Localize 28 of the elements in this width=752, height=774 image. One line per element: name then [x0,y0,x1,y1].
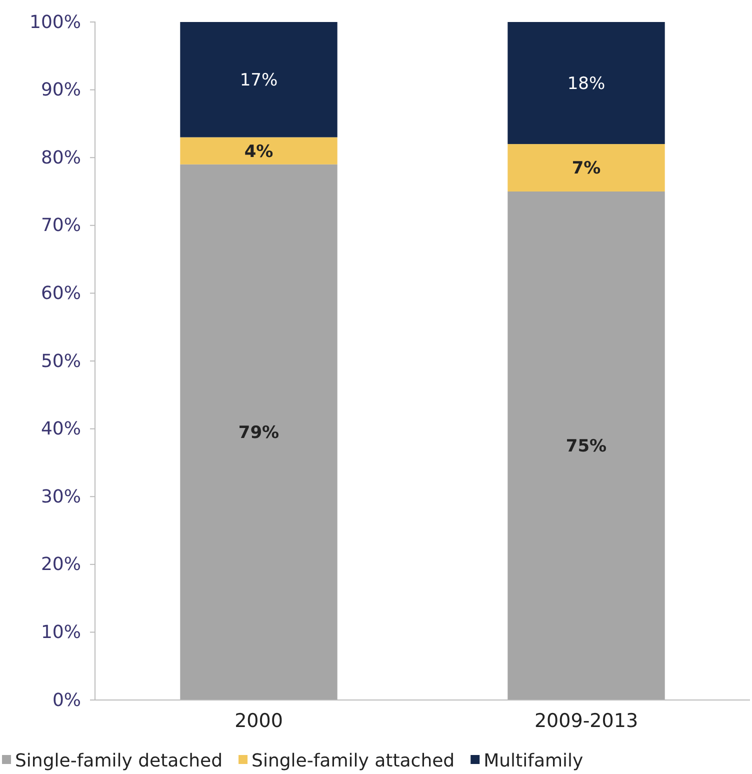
bar [180,22,338,138]
y-tick-label: 100% [30,12,81,33]
legend-label: Single-family detached [15,750,223,772]
y-tick-label: 50% [40,350,81,372]
x-tick-label: 2000 [234,710,283,732]
data-label: 17% [240,70,278,91]
y-tick-label: 30% [40,486,81,508]
bar [508,22,665,144]
y-tick-label: 0% [52,690,81,711]
y-tick-label: 80% [40,147,81,168]
x-tick-label: 2009-2013 [534,710,638,732]
legend-label: Multifamily [484,750,584,772]
y-tick-label: 90% [40,80,81,101]
bar [508,144,665,192]
data-label: 4% [244,142,274,162]
y-tick-label: 40% [40,418,81,440]
y-tick-label: 60% [40,282,81,304]
bar [508,192,665,700]
data-label: 7% [572,158,601,179]
data-label: 18% [567,74,606,94]
data-label: 79% [238,423,280,444]
y-tick-label: 70% [40,215,81,236]
legend-label: Single-family attached [252,750,455,772]
y-tick-label: 20% [40,554,81,576]
y-tick-label: 10% [40,622,81,643]
bar [180,164,338,700]
data-label: 75% [566,436,607,457]
bar [180,137,338,164]
